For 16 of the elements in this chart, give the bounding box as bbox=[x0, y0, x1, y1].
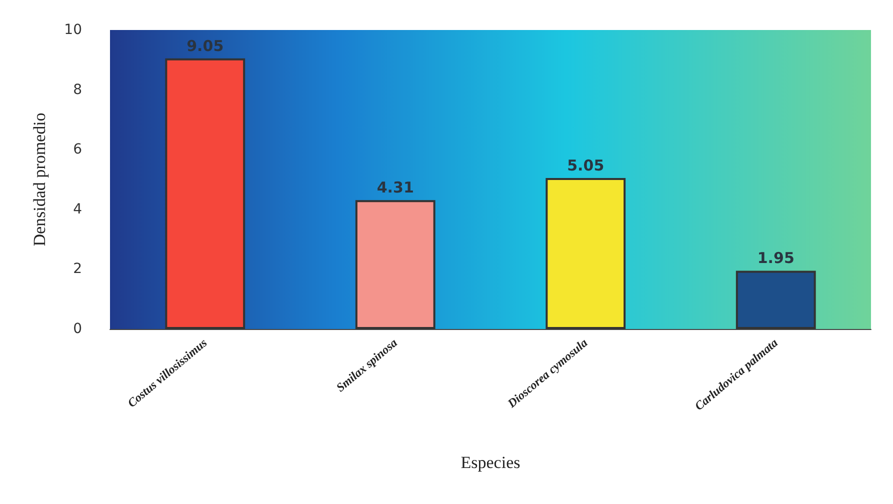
y-tick-label: 8 bbox=[73, 82, 82, 98]
bar bbox=[165, 58, 246, 329]
data-label: 1.95 bbox=[757, 249, 794, 268]
data-label: 9.05 bbox=[186, 36, 224, 55]
y-tick-label: 10 bbox=[64, 22, 82, 38]
y-axis-title: Densidad promedio bbox=[30, 112, 49, 246]
data-label: 5.05 bbox=[567, 156, 604, 175]
x-axis-title: Especies bbox=[460, 453, 520, 472]
bar bbox=[736, 270, 816, 329]
bar bbox=[355, 200, 436, 329]
y-tick-label: 0 bbox=[73, 321, 82, 337]
y-tick-label: 4 bbox=[73, 201, 82, 218]
y-tick-label: 2 bbox=[73, 261, 82, 278]
y-tick-label: 6 bbox=[73, 142, 82, 158]
bar bbox=[546, 178, 626, 329]
data-label: 4.31 bbox=[376, 178, 414, 197]
